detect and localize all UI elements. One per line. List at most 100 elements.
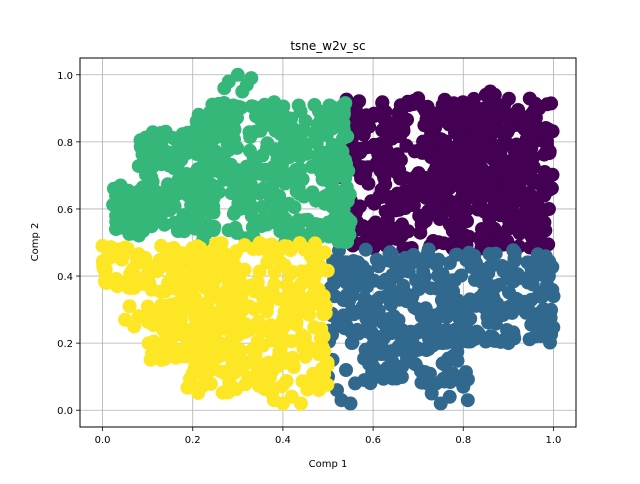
scatter-point bbox=[191, 107, 206, 122]
scatter-point bbox=[541, 202, 556, 216]
scatter-point bbox=[334, 161, 349, 176]
scatter-point bbox=[437, 152, 452, 167]
scatter-point bbox=[495, 164, 510, 179]
scatter-point bbox=[152, 260, 167, 275]
scatter-point bbox=[478, 111, 493, 125]
scatter-point bbox=[487, 124, 502, 139]
scatter-point bbox=[512, 190, 527, 205]
scatter-point bbox=[537, 302, 552, 317]
scatter-point bbox=[122, 299, 137, 314]
scatter-point bbox=[537, 147, 552, 162]
y-tick-label: 0.8 bbox=[57, 138, 73, 149]
scatter-point bbox=[435, 356, 450, 371]
scatter-point bbox=[150, 153, 165, 168]
scatter-point bbox=[318, 227, 333, 242]
scatter-point bbox=[383, 370, 398, 385]
scatter-point bbox=[455, 326, 470, 341]
scatter-point bbox=[399, 113, 414, 128]
scatter-point bbox=[541, 269, 556, 283]
scatter-point bbox=[443, 290, 457, 305]
scatter-point bbox=[526, 160, 541, 174]
scatter-point bbox=[325, 121, 340, 136]
scatter-point bbox=[498, 133, 513, 148]
scatter-point bbox=[216, 320, 231, 335]
scatter-point bbox=[456, 379, 471, 394]
scatter-point bbox=[529, 259, 544, 274]
scatter-point bbox=[484, 248, 499, 262]
scatter-point bbox=[335, 114, 350, 128]
scatter-point bbox=[358, 242, 373, 257]
scatter-point bbox=[317, 245, 332, 260]
scatter-point bbox=[459, 253, 474, 268]
scatter-point bbox=[176, 138, 191, 153]
scatter-point bbox=[379, 113, 394, 128]
scatter-point bbox=[369, 230, 384, 245]
scatter-point bbox=[289, 184, 304, 199]
scatter-point bbox=[197, 125, 212, 140]
scatter-point bbox=[348, 261, 363, 276]
scatter-point bbox=[237, 169, 252, 183]
scatter-point bbox=[318, 196, 332, 211]
scatter-point bbox=[452, 122, 467, 137]
scatter-point bbox=[407, 356, 422, 371]
scatter-point bbox=[474, 234, 489, 249]
scatter-point bbox=[429, 322, 444, 337]
scatter-point bbox=[442, 237, 457, 252]
scatter-point bbox=[238, 377, 253, 392]
scatter-point bbox=[418, 365, 433, 380]
scatter-point bbox=[131, 159, 146, 174]
scatter-point bbox=[307, 98, 322, 112]
scatter-point bbox=[402, 98, 417, 112]
scatter-point bbox=[538, 121, 553, 135]
scatter-point bbox=[153, 284, 168, 299]
scatter-point bbox=[320, 145, 334, 160]
scatter-point bbox=[454, 268, 469, 283]
scatter-point bbox=[352, 94, 367, 109]
scatter-point bbox=[293, 104, 308, 119]
scatter-point bbox=[193, 329, 208, 344]
scatter-point bbox=[231, 196, 246, 211]
scatter-point bbox=[435, 267, 450, 282]
scatter-point bbox=[285, 135, 300, 150]
scatter-point bbox=[385, 326, 399, 341]
scatter-point bbox=[455, 191, 470, 205]
scatter-point bbox=[460, 214, 474, 229]
scatter-point bbox=[396, 278, 411, 293]
scatter-point bbox=[374, 186, 389, 201]
points-layer bbox=[95, 67, 561, 411]
scatter-point bbox=[309, 217, 323, 232]
scatter-point bbox=[294, 264, 309, 279]
scatter-point bbox=[288, 282, 303, 297]
scatter-point bbox=[283, 243, 298, 258]
scatter-point bbox=[426, 106, 441, 121]
scatter-point bbox=[205, 320, 219, 335]
scatter-point bbox=[276, 355, 291, 370]
scatter-point bbox=[398, 201, 413, 215]
scatter-point bbox=[222, 129, 237, 144]
scatter-point bbox=[200, 219, 215, 234]
scatter-point bbox=[528, 329, 543, 344]
scatter-point bbox=[297, 330, 312, 345]
scatter-point bbox=[165, 268, 180, 283]
scatter-point bbox=[188, 247, 202, 262]
scatter-point bbox=[541, 237, 556, 252]
scatter-point bbox=[421, 178, 436, 193]
scatter-point bbox=[229, 244, 244, 259]
scatter-point bbox=[217, 81, 232, 96]
scatter-point bbox=[122, 226, 137, 241]
scatter-point bbox=[136, 222, 151, 237]
scatter-point bbox=[243, 197, 258, 212]
scatter-point bbox=[445, 223, 460, 238]
scatter-point bbox=[147, 209, 162, 224]
scatter-point bbox=[252, 264, 267, 279]
scatter-point bbox=[387, 311, 401, 326]
scatter-point bbox=[478, 87, 493, 102]
scatter-point bbox=[303, 249, 318, 264]
scatter-point bbox=[422, 137, 437, 152]
scatter-point bbox=[492, 185, 507, 199]
scatter-point bbox=[152, 142, 166, 157]
scatter-point bbox=[431, 252, 446, 267]
scatter-point bbox=[261, 355, 276, 370]
scatter-point bbox=[312, 262, 326, 277]
